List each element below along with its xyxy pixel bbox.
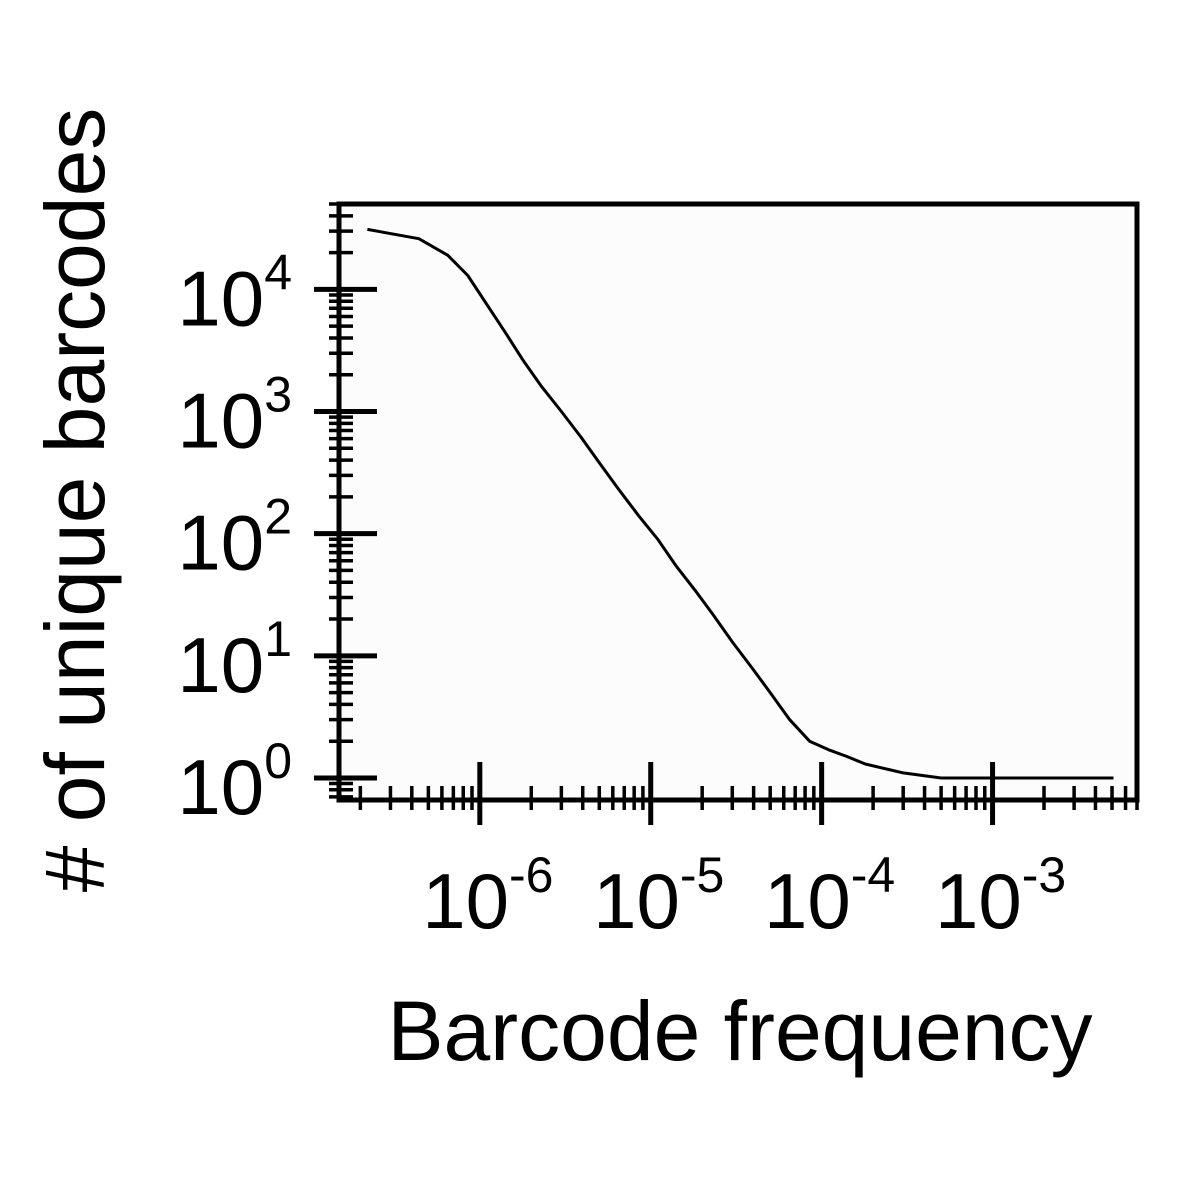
- y-tick-label: 102: [177, 489, 292, 587]
- y-tick-exponent: 1: [264, 611, 292, 667]
- series-line: [367, 227, 1114, 780]
- y-tick-exponent: 3: [264, 367, 292, 423]
- y-tick-exponent: 4: [264, 244, 292, 300]
- x-tick-label: 10-5: [593, 847, 724, 945]
- x-axis-ticks: 10-6 10-5 10-4 10-3: [358, 762, 1139, 945]
- y-tick-label: 101: [177, 611, 292, 709]
- y-tick-base: 10: [177, 254, 264, 342]
- plot-area: [336, 201, 1140, 803]
- x-tick-base: 10: [764, 857, 851, 945]
- x-tick-label: 10-4: [764, 847, 895, 945]
- x-tick-base: 10: [935, 857, 1022, 945]
- x-axis-label: Barcode frequency: [387, 984, 1092, 1078]
- series-layer: [367, 227, 1114, 780]
- y-axis-label: # of unique barcodes: [28, 108, 122, 893]
- y-tick-label: 104: [177, 244, 292, 342]
- x-tick-exponent: -3: [1022, 847, 1066, 903]
- y-tick-base: 10: [177, 377, 264, 465]
- x-tick-base: 10: [422, 857, 509, 945]
- x-tick-label: 10-6: [422, 847, 553, 945]
- y-tick-label: 103: [177, 367, 292, 465]
- x-tick-base: 10: [593, 857, 680, 945]
- y-tick-base: 10: [177, 499, 264, 587]
- y-tick-base: 10: [177, 743, 264, 831]
- y-tick-label: 100: [177, 733, 292, 831]
- y-tick-exponent: 2: [264, 489, 292, 545]
- y-tick-exponent: 0: [264, 733, 292, 789]
- x-tick-label: 10-3: [935, 847, 1066, 945]
- x-tick-exponent: -5: [680, 847, 724, 903]
- y-tick-base: 10: [177, 621, 264, 709]
- x-tick-exponent: -6: [509, 847, 553, 903]
- x-tick-exponent: -4: [851, 847, 895, 903]
